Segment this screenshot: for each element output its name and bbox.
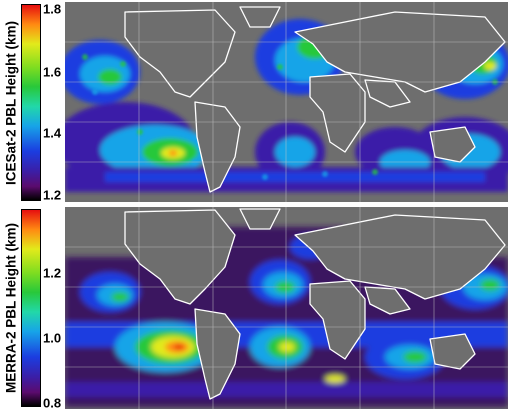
colorbar (21, 209, 41, 407)
colorbar-tick: 0.8 (43, 395, 62, 411)
colorbar-tick: 1.2 (43, 187, 62, 203)
colorbar (21, 4, 41, 201)
land (125, 209, 505, 399)
land (125, 7, 505, 192)
coastlines (124, 208, 506, 400)
gridlines (65, 207, 508, 409)
icesat2-panel: ICESat-2 PBL Height (km) 1.8 1.6 1.4 1.2 (0, 0, 512, 205)
colorbar-tick: 1.6 (43, 64, 62, 80)
merra2-panel: MERRA-2 PBL Height (km) 1.2 1.0 0.8 (0, 205, 512, 411)
colorbar-title: MERRA-2 PBL Height (km) (0, 209, 22, 407)
gridlines (65, 2, 508, 202)
colorbar-tick: 1.8 (43, 1, 62, 17)
icesat2-map (65, 2, 508, 202)
colorbar-label: ICESat-2 PBL Height (km) (3, 20, 19, 185)
coastlines (124, 6, 506, 193)
merra2-map (65, 207, 508, 409)
colorbar-tick: 1.4 (43, 125, 62, 141)
colorbar-tick: 1.2 (43, 265, 62, 281)
colorbar-tick: 1.0 (43, 330, 62, 346)
colorbar-title: ICESat-2 PBL Height (km) (0, 4, 22, 201)
colorbar-label: MERRA-2 PBL Height (km) (3, 222, 19, 394)
